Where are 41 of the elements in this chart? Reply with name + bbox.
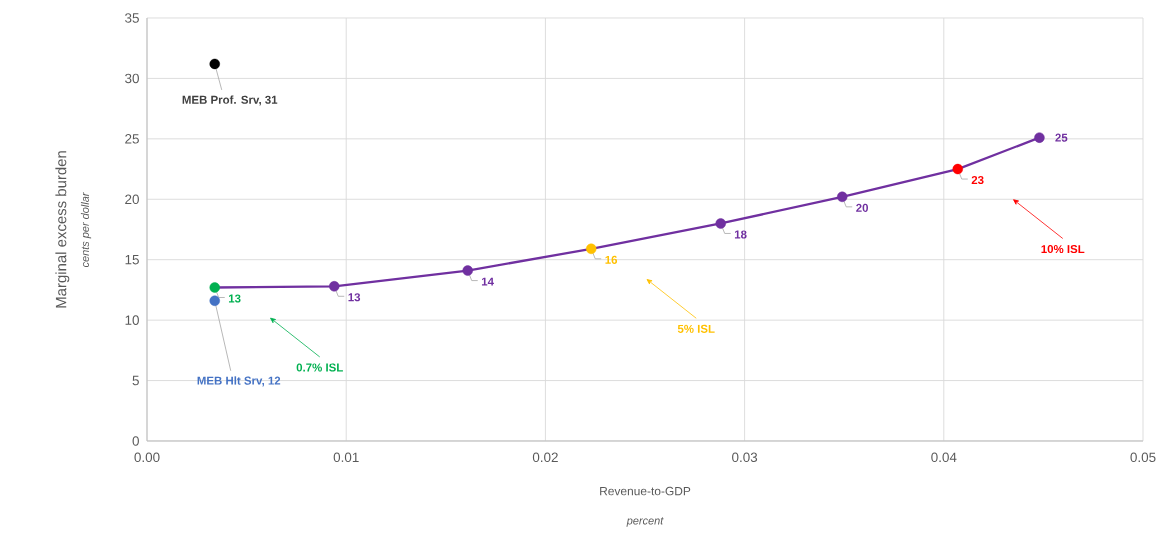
x-tick-label: 0.04 — [931, 452, 957, 463]
point — [837, 191, 848, 203]
text: percent — [626, 517, 664, 527]
point — [462, 265, 473, 276]
point — [1034, 132, 1045, 143]
data-label: MEB Prof. Srv, 31 — [182, 95, 278, 106]
x-tick-label: 0.01 — [333, 452, 359, 463]
point — [715, 218, 726, 229]
x-tick-label: 0.03 — [732, 452, 758, 463]
point — [952, 163, 963, 175]
y-tick-label: 35 — [125, 13, 139, 23]
x-tick-label: 0.02 — [532, 452, 558, 463]
y-tick-label: 25 — [125, 134, 139, 144]
x-tick-label: 0.00 — [134, 452, 160, 463]
x-axis-title: Revenue-to-GDP — [600, 486, 691, 496]
annotation: 10% ISL — [1041, 245, 1085, 254]
y-tick-label: 30 — [125, 73, 139, 84]
data-label: 23 — [971, 176, 984, 185]
point — [586, 243, 597, 255]
annotation: 0.7% ISL — [296, 363, 343, 372]
data-label: 25 — [1055, 133, 1068, 142]
data-label: MEB Hlt Srv, 12 — [197, 376, 281, 387]
point — [209, 58, 220, 70]
data-label: 13 — [228, 294, 241, 303]
point — [329, 281, 340, 292]
y-tick-label: 20 — [125, 194, 139, 205]
data-label: 14 — [481, 277, 494, 286]
y-tick-label: 0 — [132, 436, 139, 446]
y-tick-label: 5 — [132, 375, 139, 386]
data-label: 16 — [605, 255, 618, 264]
point — [209, 295, 220, 306]
text: cents per dollar — [80, 192, 92, 268]
y-axis-title: Marginal excess burden — [55, 151, 70, 308]
x-tick-label: 0.05 — [1130, 452, 1156, 463]
y-tick-label: 15 — [125, 255, 139, 265]
data-label: 13 — [348, 293, 361, 302]
y-tick-label: 10 — [125, 315, 139, 325]
data-label: 20 — [856, 203, 869, 212]
data-label: 18 — [734, 230, 747, 239]
annotation: 5% ISL — [677, 324, 715, 333]
point — [209, 282, 220, 293]
